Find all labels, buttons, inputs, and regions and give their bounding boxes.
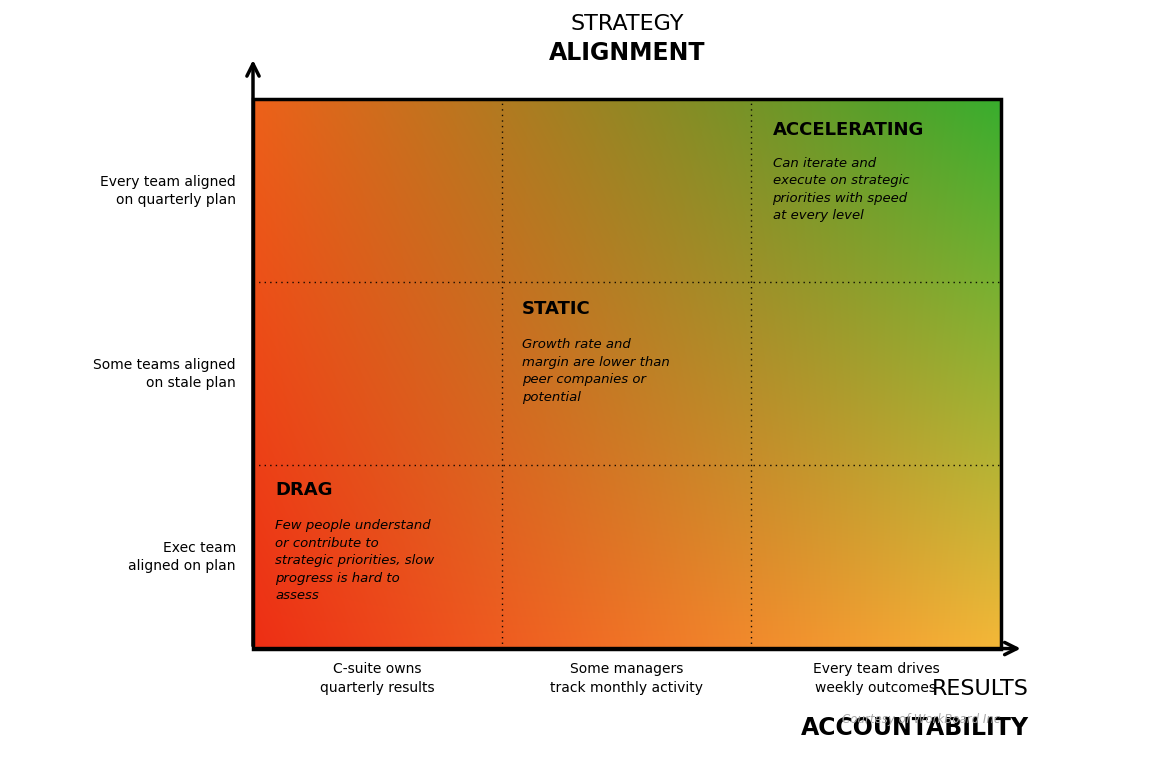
Text: Every team aligned
on quarterly plan: Every team aligned on quarterly plan [100,175,236,207]
Text: Some managers
track monthly activity: Some managers track monthly activity [550,662,704,694]
Text: ACCELERATING: ACCELERATING [773,121,923,139]
Text: STATIC: STATIC [522,300,591,317]
Text: RESULTS: RESULTS [933,679,1029,699]
Text: Every team drives
weekly outcomes: Every team drives weekly outcomes [813,662,940,694]
Text: Growth rate and
margin are lower than
peer companies or
potential: Growth rate and margin are lower than pe… [522,338,669,404]
Text: Some teams aligned
on stale plan: Some teams aligned on stale plan [93,358,236,390]
Text: STRATEGY: STRATEGY [570,14,683,34]
Text: Courtesy of WorkBoard Inc: Courtesy of WorkBoard Inc [842,713,1000,726]
Text: DRAG: DRAG [276,481,334,499]
Text: ALIGNMENT: ALIGNMENT [549,41,705,65]
Text: C-suite owns
quarterly results: C-suite owns quarterly results [320,662,435,694]
Text: ACCOUNTABILITY: ACCOUNTABILITY [802,716,1029,739]
Text: Few people understand
or contribute to
strategic priorities, slow
progress is ha: Few people understand or contribute to s… [276,520,435,603]
Text: Can iterate and
execute on strategic
priorities with speed
at every level: Can iterate and execute on strategic pri… [773,157,908,222]
Text: Exec team
aligned on plan: Exec team aligned on plan [129,541,236,573]
